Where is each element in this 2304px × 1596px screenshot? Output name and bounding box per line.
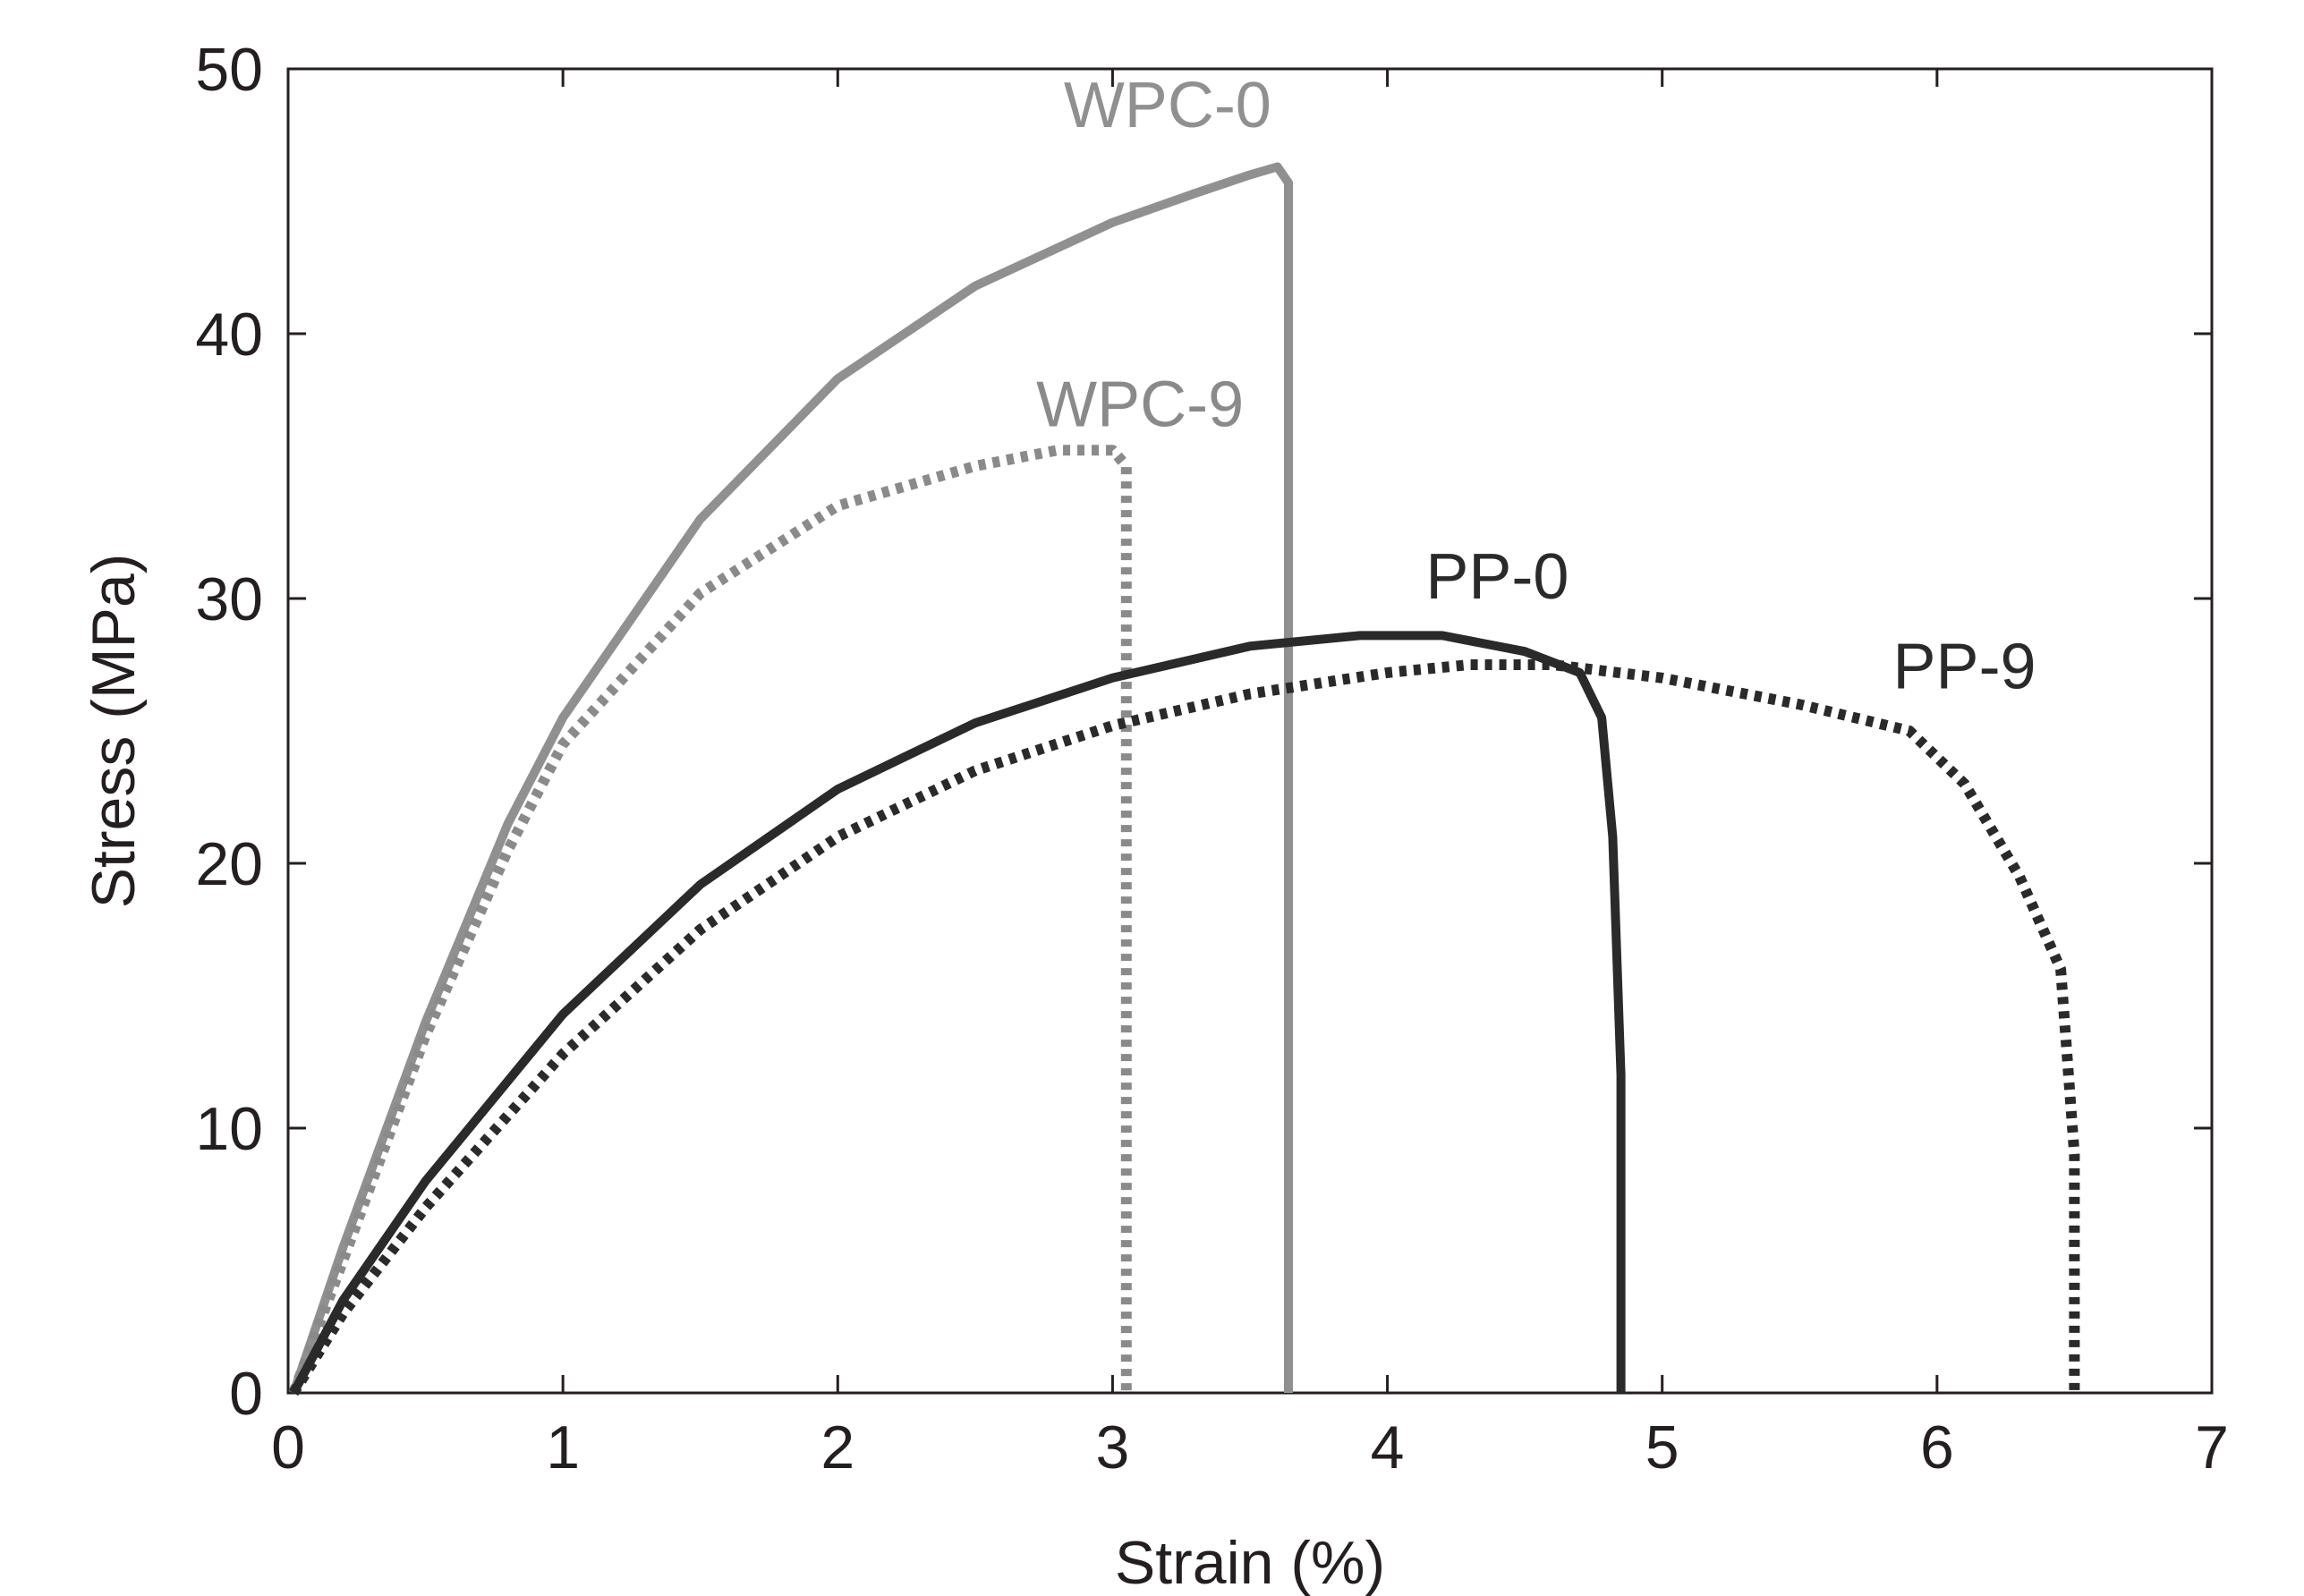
x-tick-label: 5: [1645, 1413, 1679, 1481]
x-tick-label: 7: [2195, 1413, 2229, 1481]
y-axis-ticks: 0 10 20 30 40 50: [195, 36, 2212, 1428]
series-line-pp-0: [289, 631, 1626, 1396]
y-tick-label: 50: [195, 36, 263, 104]
x-tick-label: 2: [820, 1413, 854, 1481]
y-tick-label: 0: [229, 1360, 263, 1428]
plot-area: [286, 67, 2214, 1395]
x-tick-label: 1: [546, 1413, 580, 1481]
x-tick-label: 0: [271, 1413, 305, 1481]
series-label-wpc-0: WPC-0: [1064, 70, 1271, 141]
series-label-pp-0: PP-0: [1425, 541, 1569, 613]
y-tick-label: 40: [195, 301, 263, 369]
series-line-wpc-9: [288, 445, 1132, 1396]
series-label-pp-9: PP-9: [1893, 632, 2036, 703]
series-label-wpc-9: WPC-9: [1036, 369, 1244, 441]
series-labels: WPC-0 WPC-9 PP-0 PP-9: [1036, 70, 2036, 703]
series-line-pp-9: [289, 659, 2080, 1396]
y-tick-label: 20: [195, 830, 263, 898]
x-axis-title: Strain (%): [1115, 1529, 1385, 1596]
series-line-wpc-0: [289, 162, 1293, 1395]
series-lines: [288, 162, 2080, 1396]
y-tick-label: 30: [195, 565, 263, 633]
x-tick-label: 4: [1371, 1413, 1405, 1481]
x-tick-label: 3: [1096, 1413, 1130, 1481]
x-tick-label: 6: [1920, 1413, 1954, 1481]
y-tick-label: 10: [195, 1095, 263, 1163]
y-axis-title: Stress (MPa): [80, 554, 148, 909]
x-axis-ticks: 0 1 2 3 4 5 6 7: [271, 69, 2229, 1481]
